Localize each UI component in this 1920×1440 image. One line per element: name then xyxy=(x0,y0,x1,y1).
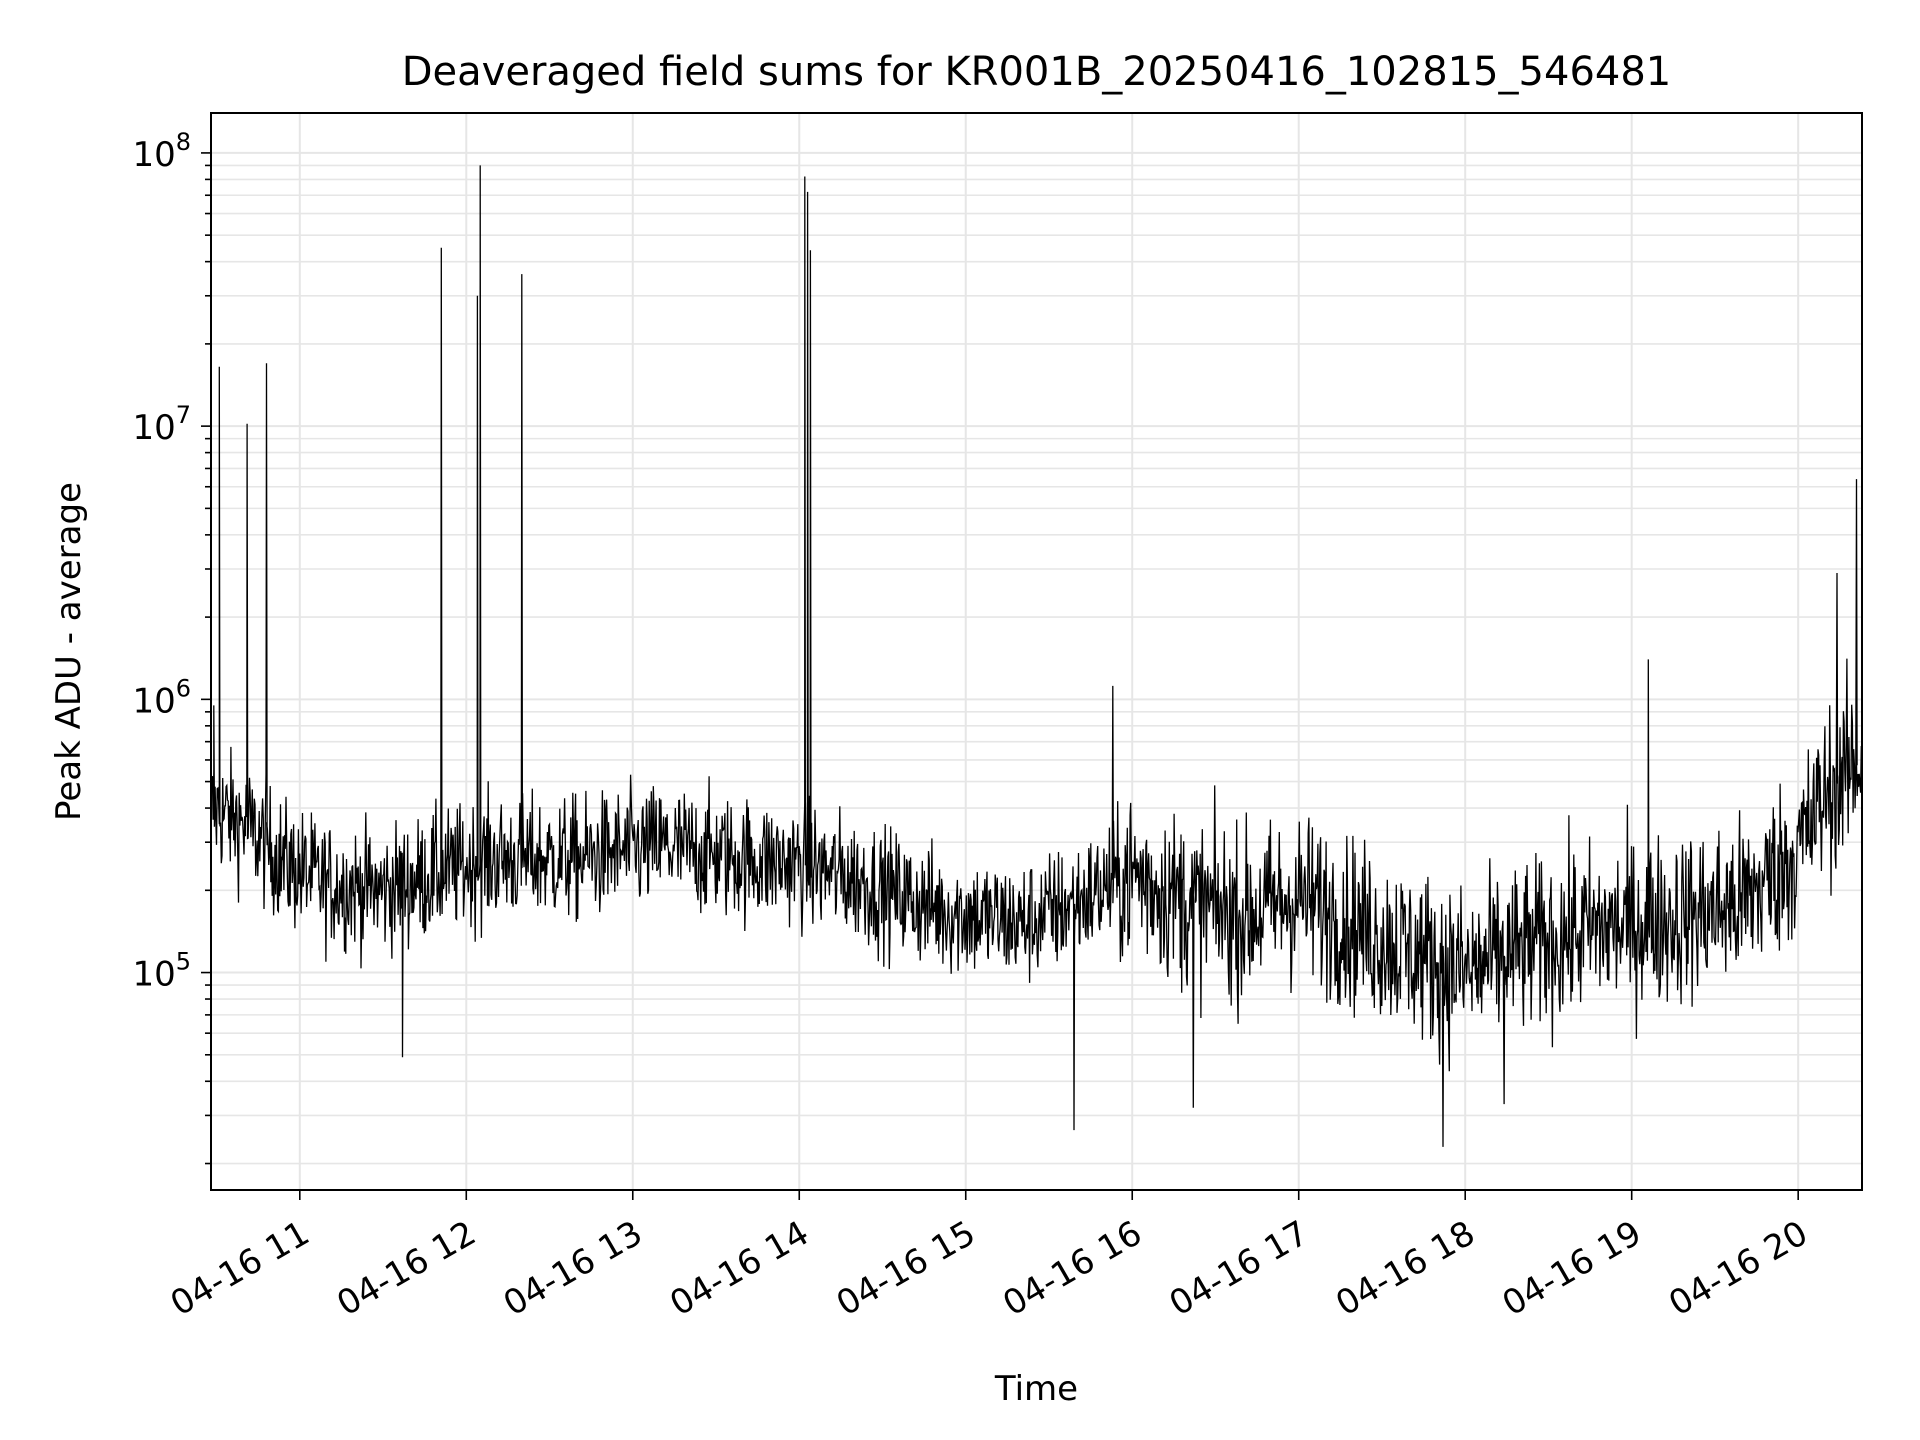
y-tick-label: 105 xyxy=(132,948,191,995)
y-tick-label: 106 xyxy=(132,674,191,721)
plot-frame xyxy=(210,112,1863,1191)
data-series xyxy=(210,165,1863,1147)
y-axis-label: Peak ADU - average xyxy=(49,482,89,821)
chart-title: Deaveraged field sums for KR001B_2025041… xyxy=(402,49,1672,95)
y-tick-label: 108 xyxy=(132,128,191,175)
series-line xyxy=(210,165,1863,1147)
y-tick-label: 107 xyxy=(132,401,191,448)
grid xyxy=(211,113,1862,1190)
x-axis-label: Time xyxy=(994,1369,1078,1409)
